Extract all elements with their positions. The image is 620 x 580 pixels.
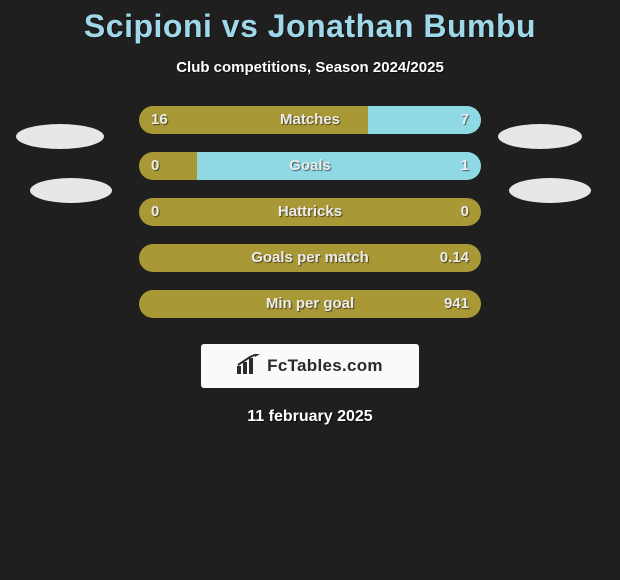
date-label: 11 february 2025 [0,408,620,426]
decorative-ellipse [16,124,104,149]
vs-label: vs [222,8,259,44]
stat-bar [139,198,481,226]
stat-bar [139,290,481,318]
bar-left-segment [139,198,481,226]
stat-row: Matches167 [139,106,481,134]
page-title: Scipioni vs Jonathan Bumbu [0,8,620,45]
bar-left-segment [139,290,481,318]
bar-left-segment [139,152,197,180]
stat-row: Goals per match0.14 [139,244,481,272]
stat-row: Hattricks00 [139,198,481,226]
bar-right-segment [368,106,481,134]
decorative-ellipse [30,178,112,203]
stat-bar [139,106,481,134]
bar-left-segment [139,106,368,134]
decorative-ellipse [509,178,591,203]
stat-bar [139,244,481,272]
logo-text: FcTables.com [267,356,383,376]
player1-name: Scipioni [84,8,212,44]
bar-left-segment [139,244,481,272]
stat-bar [139,152,481,180]
comparison-rows: Matches167 Goals01 Hattricks00 Goals per ma… [139,106,481,318]
stat-row: Goals01 [139,152,481,180]
stat-row: Min per goal941 [139,290,481,318]
player2-name: Jonathan Bumbu [268,8,536,44]
fctables-logo: FcTables.com [201,344,419,388]
decorative-ellipse [498,124,582,149]
bar-right-segment [197,152,481,180]
chart-icon [237,354,261,379]
subtitle: Club competitions, Season 2024/2025 [0,59,620,76]
